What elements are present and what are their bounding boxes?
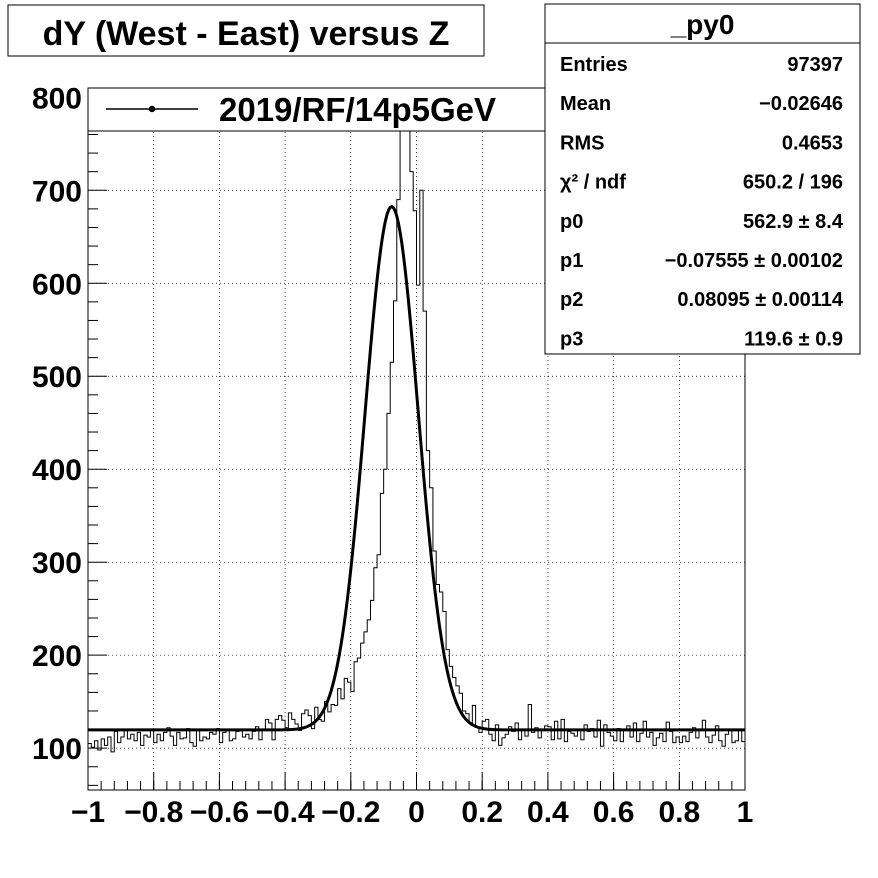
stats-row-label: Mean xyxy=(560,93,611,115)
y-axis: 100 200 300 400 500 600 700 800 xyxy=(32,82,107,766)
stats-box-frame xyxy=(544,3,861,355)
stats-row-value: −0.02646 xyxy=(759,93,843,115)
stats-row-label: p2 xyxy=(560,289,583,311)
y-tick-label: 500 xyxy=(32,361,82,394)
y-tick-label: 400 xyxy=(32,454,82,487)
x-tick-label: −0.8 xyxy=(124,796,183,829)
y-tick-label: 300 xyxy=(32,547,82,580)
x-tick-label: 0.4 xyxy=(527,796,569,829)
x-tick-label: −0.4 xyxy=(255,796,315,829)
y-minor-ticks xyxy=(88,115,98,786)
x-axis: −1 −0.8 −0.6 −0.4 −0.2 0 0.2 0.4 0.6 0.8 1 xyxy=(71,772,753,829)
y-tick-label: 100 xyxy=(32,733,82,766)
y-tick-label: 600 xyxy=(32,268,82,301)
y-tick-label: 800 xyxy=(32,82,82,115)
x-tick-label: 0 xyxy=(408,796,425,829)
y-tick-label: 200 xyxy=(32,640,82,673)
x-tick-label: −0.2 xyxy=(321,796,380,829)
stats-row-value: 97397 xyxy=(787,54,843,76)
stats-row-label: Entries xyxy=(560,54,628,76)
stats-box-title: _py0 xyxy=(670,9,735,40)
x-tick-label: 0.6 xyxy=(593,796,635,829)
fit-curve xyxy=(88,204,745,732)
stats-row-value: −0.07555 ± 0.00102 xyxy=(665,250,843,272)
stats-row-value: 562.9 ± 8.4 xyxy=(743,211,844,233)
x-tick-label: −0.6 xyxy=(190,796,249,829)
stats-row-label: χ² / ndf xyxy=(560,172,626,194)
stats-row-label: p0 xyxy=(560,211,583,233)
x-tick-label: 1 xyxy=(737,796,754,829)
fit-series xyxy=(88,204,745,732)
stats-row-label: p1 xyxy=(560,250,583,272)
stats-row-value: 0.4653 xyxy=(782,132,843,154)
chart-title: dY (West - East) versus Z xyxy=(43,15,450,53)
legend-entry-0: 2019/RF/14p5GeV xyxy=(219,91,496,128)
x-tick-label: 0.2 xyxy=(461,796,503,829)
stats-row-value: 119.6 ± 0.9 xyxy=(744,328,843,350)
x-tick-label: −1 xyxy=(71,796,105,829)
x-tick-label: 0.8 xyxy=(658,796,700,829)
stats-row-label: RMS xyxy=(560,132,604,154)
stats-row-label: p3 xyxy=(560,328,583,350)
stats-row-value: 0.08095 ± 0.00114 xyxy=(677,289,843,311)
stats-row-value: 650.2 / 196 xyxy=(743,172,843,194)
y-tick-label: 700 xyxy=(32,175,82,208)
legend-marker-sample xyxy=(148,105,156,113)
stats-box: _py0 Entries 97397 Mean −0.02646 RMS 0.4653 χ² … xyxy=(544,3,861,355)
title-box xyxy=(7,4,485,57)
